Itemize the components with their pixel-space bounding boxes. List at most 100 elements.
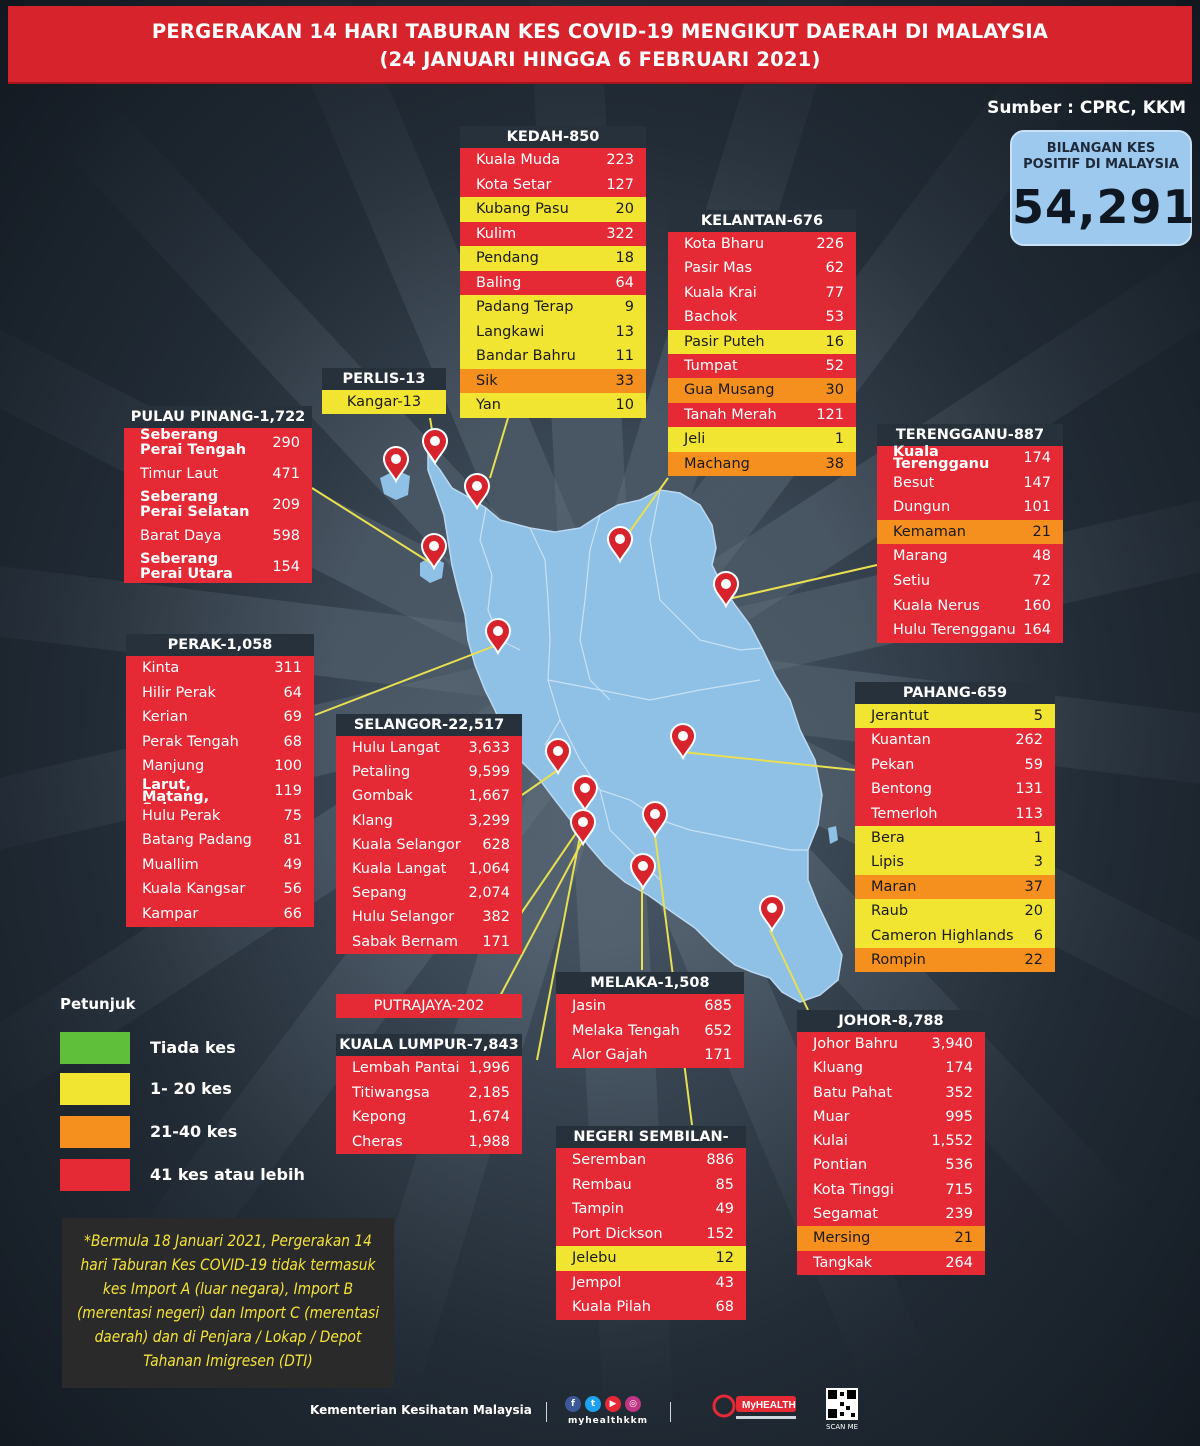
qr-code[interactable] xyxy=(826,1388,858,1420)
district-value: 209 xyxy=(272,497,300,513)
twitter-icon[interactable]: t xyxy=(585,1396,601,1412)
legend-swatch xyxy=(60,1032,130,1064)
myhealth-logo: MyHEALTH xyxy=(712,1384,800,1430)
district-value: 152 xyxy=(706,1225,734,1242)
map-pin-icon xyxy=(544,738,572,776)
district-name: Jerantut xyxy=(871,708,929,724)
district-value: 131 xyxy=(1015,781,1043,798)
district-name: Rompin xyxy=(871,951,926,968)
district-value: 715 xyxy=(945,1181,973,1198)
instagram-icon[interactable]: ◎ xyxy=(625,1396,641,1412)
district-name: Kota Bharu xyxy=(684,236,765,252)
district-value: 174 xyxy=(945,1060,973,1077)
district-value: 12 xyxy=(715,1250,734,1266)
district-name: Kampar xyxy=(142,905,199,922)
district-name: Kulai xyxy=(813,1133,848,1150)
map-pin-icon xyxy=(421,428,449,466)
district-row: Seremban 886 xyxy=(556,1148,746,1173)
panel-perak: PERAK-1,058 Kinta 311 Hilir Perak 64 Kerian 69… xyxy=(126,634,314,927)
district-name: Perak Tengah xyxy=(142,733,239,750)
social-handle: myhealthkkm xyxy=(568,1416,648,1426)
panel-title: PULAU PINANG-1,722 xyxy=(124,406,312,428)
district-name: Baling xyxy=(476,274,522,291)
map-pin-icon xyxy=(484,618,512,656)
district-value: 1 xyxy=(834,431,844,448)
district-row: Dungun 101 xyxy=(877,495,1063,520)
district-name: Yan xyxy=(476,397,501,413)
district-value: 49 xyxy=(715,1201,734,1217)
district-row: Seberang Perai Selatan 209 xyxy=(124,490,312,521)
panel-kedah: KEDAH-850 Kuala Muda 223 Kota Setar 127 Kuban… xyxy=(460,126,646,418)
district-name: Marang xyxy=(893,548,948,565)
panel-putrajaya: PUTRAJAYA-202 xyxy=(336,994,522,1018)
district-value: 52 xyxy=(825,357,844,374)
district-row: Bentong 131 xyxy=(855,777,1055,802)
panel-title: JOHOR-8,788 xyxy=(797,1010,985,1032)
district-row: Sik 33 xyxy=(460,368,646,393)
district-value: 1,996 xyxy=(468,1060,510,1076)
district-name: Pendang xyxy=(476,250,539,266)
total-cases-label: BILANGAN KES POSITIF DI MALAYSIA xyxy=(1012,141,1190,173)
district-row: Hulu Terengganu 164 xyxy=(877,618,1063,643)
district-row: Tanah Merah 121 xyxy=(668,402,856,428)
district-name: Kluang xyxy=(813,1060,864,1077)
district-value: 536 xyxy=(945,1157,973,1174)
district-value: 69 xyxy=(283,709,302,726)
district-row: Kuantan 262 xyxy=(855,728,1055,753)
district-name: Kota Tinggi xyxy=(813,1181,894,1198)
district-name: Lipis xyxy=(871,854,904,871)
district-row: Perak Tengah 68 xyxy=(126,729,314,755)
map-pin-icon xyxy=(606,526,634,564)
district-value: 101 xyxy=(1023,499,1051,516)
district-name: Bachok xyxy=(684,309,738,326)
district-name: Muallim xyxy=(142,856,199,873)
ministry-name: Kementerian Kesihatan Malaysia xyxy=(310,1403,532,1417)
district-name: Sik xyxy=(476,372,498,389)
district-value: 13 xyxy=(615,323,634,340)
district-value: 75 xyxy=(283,807,302,824)
district-name: Titiwangsa xyxy=(352,1084,430,1101)
facebook-icon[interactable]: f xyxy=(565,1396,581,1412)
district-row: Machang 38 xyxy=(668,451,856,476)
district-row: Kuala Langat 1,064 xyxy=(336,856,522,882)
district-value: 3,299 xyxy=(468,812,510,829)
district-value: 16 xyxy=(825,333,844,350)
map-pin-icon xyxy=(641,801,669,839)
district-value: 68 xyxy=(715,1299,734,1315)
youtube-icon[interactable]: ▶ xyxy=(605,1396,621,1412)
district-name: Seberang Perai Utara xyxy=(140,551,233,582)
district-name: Kangar-13 xyxy=(346,394,422,410)
district-row: Pasir Puteh 16 xyxy=(668,329,856,354)
district-name: Tampin xyxy=(572,1201,624,1217)
district-value: 11 xyxy=(615,348,634,364)
district-value: 66 xyxy=(283,905,302,922)
district-row: Petaling 9,599 xyxy=(336,760,522,785)
district-name: Kuala Langat xyxy=(352,860,447,877)
district-value: 239 xyxy=(945,1206,973,1223)
district-row: Kuala Selangor 628 xyxy=(336,832,522,857)
district-row: Kuala Pilah 68 xyxy=(556,1295,746,1320)
legend-title: Petunjuk xyxy=(60,995,136,1013)
district-name: Kuala Muda xyxy=(476,152,561,168)
panel-title: TERENGGANU-887 xyxy=(877,424,1063,446)
district-value: 30 xyxy=(825,382,844,399)
district-value: 471 xyxy=(272,466,300,482)
district-name: Kulim xyxy=(476,225,517,242)
panel-title: MELAKA-1,508 xyxy=(556,972,744,994)
district-name: Padang Terap xyxy=(476,299,574,315)
panel-pulau-pinang: PULAU PINANG-1,722 Seberang Perai Tengah 2… xyxy=(124,406,312,583)
district-row: Larut, Matang, Selama119 xyxy=(126,778,314,816)
district-name: Kubang Pasu xyxy=(476,201,569,217)
district-value: 56 xyxy=(283,881,302,898)
district-value: 164 xyxy=(1023,622,1051,639)
district-value: 53 xyxy=(825,309,844,326)
district-name: Bentong xyxy=(871,781,933,798)
district-row: Muallim 49 xyxy=(126,852,314,878)
map-pin-icon xyxy=(758,895,786,933)
district-value: 59 xyxy=(1024,756,1043,773)
panel-terengganu: TERENGGANU-887 Kuala Terengganu 174 Besut 14… xyxy=(877,424,1063,643)
district-row: Padang Terap 9 xyxy=(460,295,646,320)
district-row: Kuala Nerus 160 xyxy=(877,593,1063,619)
district-value: 21 xyxy=(1032,523,1051,540)
